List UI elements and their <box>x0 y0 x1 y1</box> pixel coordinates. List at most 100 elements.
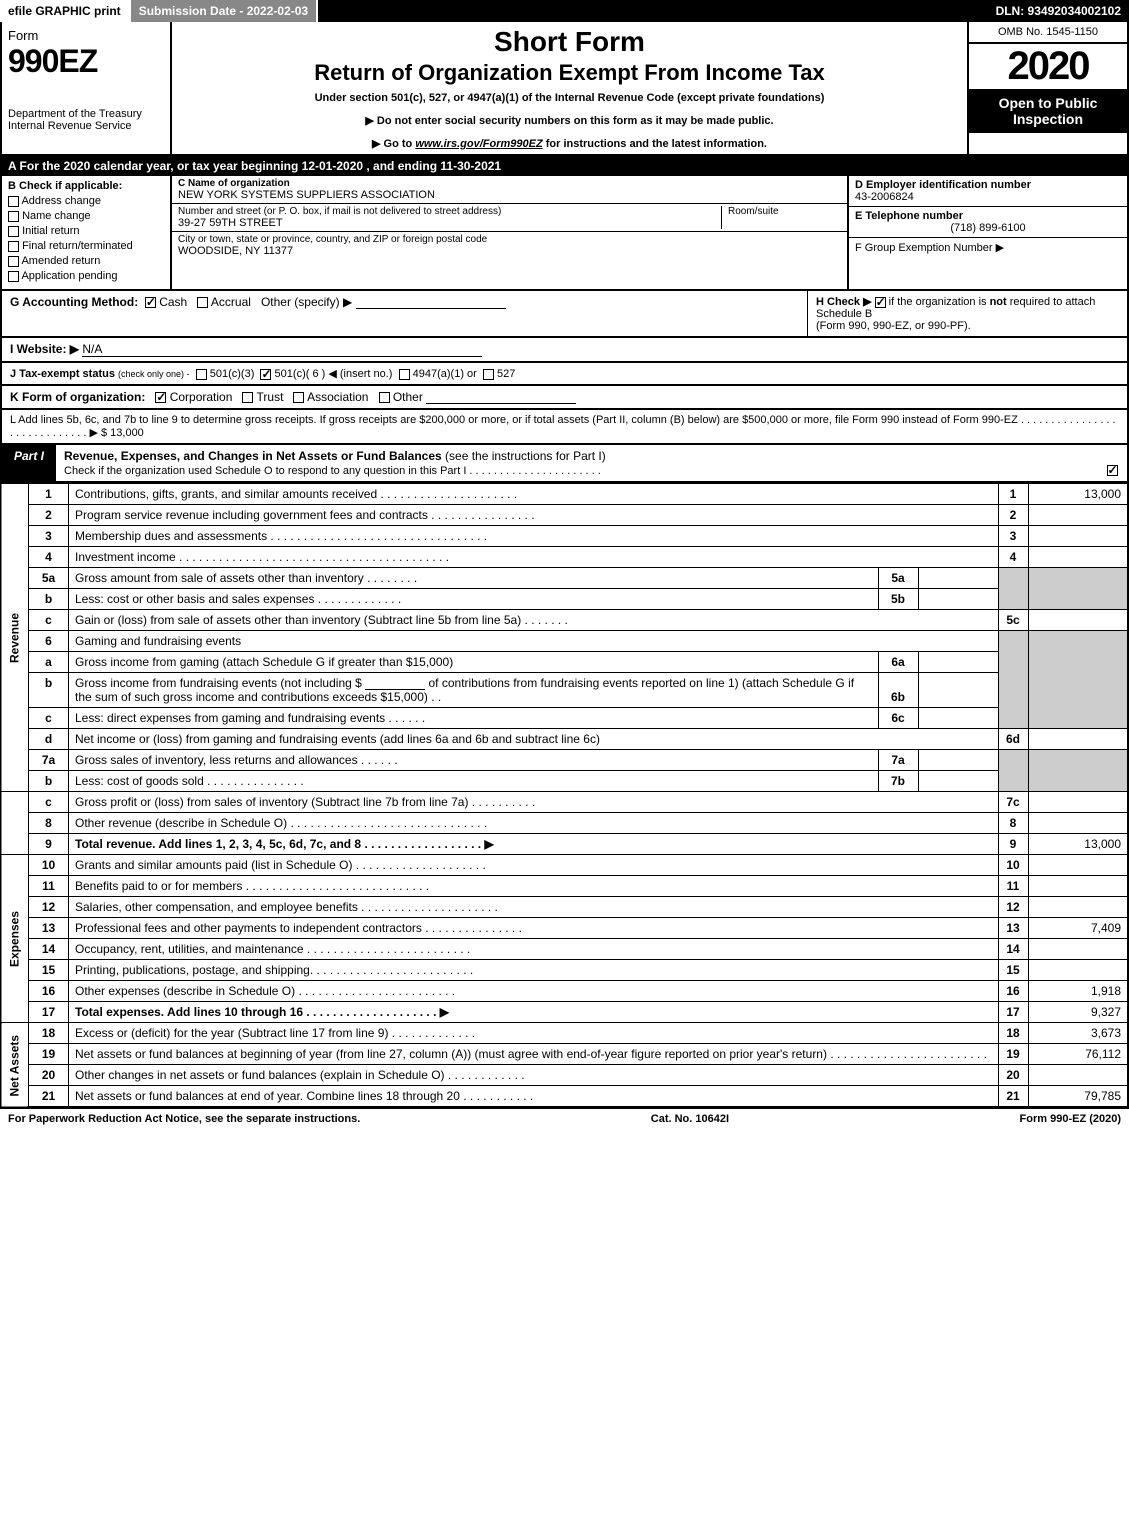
line-6b-blank[interactable] <box>365 676 425 690</box>
line-7c-amt <box>1028 792 1128 813</box>
j-label: J Tax-exempt status <box>10 368 115 380</box>
line-15-num: 15 <box>29 960 69 981</box>
chk-association[interactable] <box>293 392 304 403</box>
line-10-num: 10 <box>29 855 69 876</box>
line-6b-num: b <box>29 673 69 708</box>
line-8-amt <box>1028 813 1128 834</box>
chk-address-change[interactable]: Address change <box>8 195 164 207</box>
form-label: Form <box>8 28 164 43</box>
opt-initial: Initial return <box>22 225 79 237</box>
line-12-amt <box>1028 897 1128 918</box>
other-org-input[interactable] <box>426 390 576 404</box>
chk-name-change[interactable]: Name change <box>8 210 164 222</box>
chk-application-pending[interactable]: Application pending <box>8 270 164 282</box>
chk-501c3[interactable] <box>196 369 207 380</box>
part1-checkbox[interactable] <box>1097 445 1127 481</box>
row-a-period: A For the 2020 calendar year, or tax yea… <box>0 156 1129 176</box>
line-18-num: 18 <box>29 1023 69 1044</box>
line-19-num: 19 <box>29 1044 69 1065</box>
h-not: not <box>990 296 1007 308</box>
chk-accrual[interactable] <box>197 297 208 308</box>
opt-other-org: Other <box>393 390 423 404</box>
opt-corp: Corporation <box>170 390 233 404</box>
part1-grid: Revenue 1 Contributions, gifts, grants, … <box>0 483 1129 1108</box>
line-6d-desc: Net income or (loss) from gaming and fun… <box>69 729 999 750</box>
chk-initial-return[interactable]: Initial return <box>8 225 164 237</box>
chk-final-return[interactable]: Final return/terminated <box>8 240 164 252</box>
chk-trust[interactable] <box>242 392 253 403</box>
badge-line1: Open to Public <box>999 95 1098 111</box>
chk-other-org[interactable] <box>379 392 390 403</box>
line-12-box: 12 <box>998 897 1028 918</box>
website-value: N/A <box>82 342 482 357</box>
line-12-desc: Salaries, other compensation, and employ… <box>69 897 999 918</box>
line-13-amt: 7,409 <box>1028 918 1128 939</box>
line-6d-num: d <box>29 729 69 750</box>
org-name-box: C Name of organization NEW YORK SYSTEMS … <box>172 176 847 204</box>
header-left: Form 990EZ Department of the Treasury In… <box>2 22 172 154</box>
line-5c-num: c <box>29 610 69 631</box>
gray-6 <box>998 631 1028 729</box>
line-17-amt: 9,327 <box>1028 1002 1128 1023</box>
box-def: D Employer identification number 43-2006… <box>847 176 1127 289</box>
room-suite: Room/suite <box>721 206 841 229</box>
line-6b-d1: Gross income from fundraising events (no… <box>75 676 362 690</box>
chk-4947[interactable] <box>399 369 410 380</box>
dln: DLN: 93492034002102 <box>988 0 1129 22</box>
h-txt3: (Form 990, 990-EZ, or 990-PF). <box>816 320 971 332</box>
chk-501c[interactable] <box>260 369 271 380</box>
line-15-amt <box>1028 960 1128 981</box>
line-2-desc: Program service revenue including govern… <box>69 505 999 526</box>
note-ssn: ▶ Do not enter social security numbers o… <box>180 114 959 127</box>
org-city-box: City or town, state or province, country… <box>172 232 847 259</box>
opt-assoc: Association <box>307 390 368 404</box>
line-16-num: 16 <box>29 981 69 1002</box>
line-3-desc: Membership dues and assessments . . . . … <box>69 526 999 547</box>
org-name-value: NEW YORK SYSTEMS SUPPLIERS ASSOCIATION <box>178 189 841 201</box>
irs-link[interactable]: www.irs.gov/Form990EZ <box>415 138 542 150</box>
line-5a-subamt <box>918 568 998 589</box>
opt-cash: Cash <box>159 295 187 309</box>
line-19-amt: 76,112 <box>1028 1044 1128 1065</box>
line-6c-sub: 6c <box>878 708 918 729</box>
opt-name: Name change <box>22 210 91 222</box>
org-addr-box: Number and street (or P. O. box, if mail… <box>172 204 847 232</box>
line-14-num: 14 <box>29 939 69 960</box>
note-pre: ▶ Go to <box>372 138 415 150</box>
line-1-desc: Contributions, gifts, grants, and simila… <box>69 484 999 505</box>
chk-527[interactable] <box>483 369 494 380</box>
top-bar: efile GRAPHIC print Submission Date - 20… <box>0 0 1129 22</box>
line-6-num: 6 <box>29 631 69 652</box>
line-19-box: 19 <box>998 1044 1028 1065</box>
dept-irs: Internal Revenue Service <box>8 120 164 132</box>
row-j-taxexempt: J Tax-exempt status (check only one) - 5… <box>0 363 1129 386</box>
line-3-box: 3 <box>998 526 1028 547</box>
dept-treasury: Department of the Treasury <box>8 108 164 120</box>
chk-amended-return[interactable]: Amended return <box>8 255 164 267</box>
line-6a-sub: 6a <box>878 652 918 673</box>
efile-print[interactable]: efile GRAPHIC print <box>0 0 131 22</box>
phone-value: (718) 899-6100 <box>855 222 1121 234</box>
footer-left: For Paperwork Reduction Act Notice, see … <box>8 1113 360 1125</box>
line-7c-desc: Gross profit or (loss) from sales of inv… <box>69 792 999 813</box>
line-9-amt: 13,000 <box>1028 834 1128 855</box>
chk-schedule-b[interactable] <box>875 297 886 308</box>
line-16-desc: Other expenses (describe in Schedule O) … <box>69 981 999 1002</box>
line-17-desc: Total expenses. Add lines 10 through 16 … <box>69 1002 999 1023</box>
form-subtitle: Under section 501(c), 527, or 4947(a)(1)… <box>180 92 959 104</box>
line-17-text: Total expenses. Add lines 10 through 16 … <box>75 1005 449 1019</box>
open-public-badge: Open to Public Inspection <box>969 89 1127 133</box>
line-4-amt <box>1028 547 1128 568</box>
org-name-label: C Name of organization <box>178 178 841 189</box>
gray-7 <box>998 750 1028 792</box>
other-input[interactable] <box>356 295 506 309</box>
gray-5 <box>998 568 1028 610</box>
box-c: C Name of organization NEW YORK SYSTEMS … <box>172 176 847 289</box>
line-8-num: 8 <box>29 813 69 834</box>
line-5b-desc: Less: cost or other basis and sales expe… <box>69 589 879 610</box>
chk-corporation[interactable] <box>155 392 166 403</box>
gray-5-amt <box>1028 568 1128 610</box>
line-1-num: 1 <box>29 484 69 505</box>
header-right: OMB No. 1545-1150 2020 Open to Public In… <box>967 22 1127 154</box>
chk-cash[interactable] <box>145 297 156 308</box>
